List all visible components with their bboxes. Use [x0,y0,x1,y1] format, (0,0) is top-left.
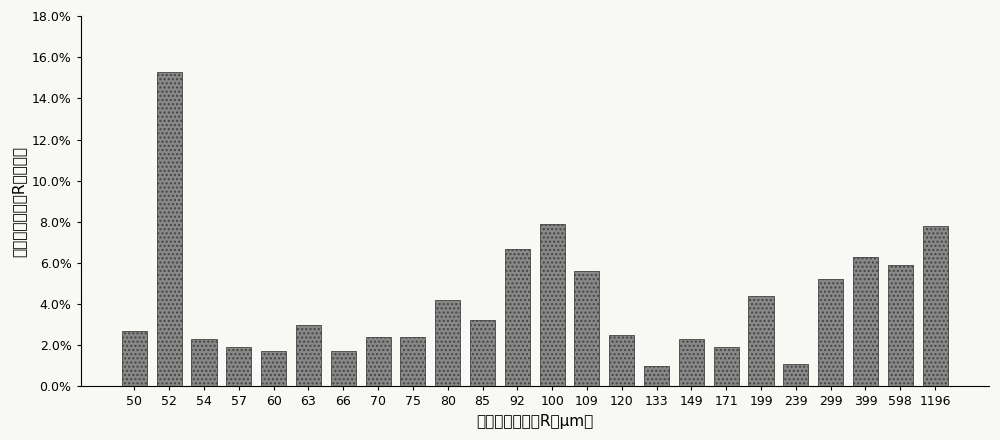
Bar [888,265,913,386]
Bar [366,337,391,386]
Bar [296,325,321,386]
Y-axis label: 对应的毛细孔径R占的比率: 对应的毛细孔径R占的比率 [11,146,26,257]
Bar [714,347,739,386]
Bar [331,352,356,386]
Bar [679,339,704,386]
X-axis label: 对应的毛细孔径R（μm）: 对应的毛细孔径R（μm） [476,414,593,429]
Bar [157,72,182,386]
Bar [261,352,286,386]
Bar [923,226,948,386]
Bar [191,339,217,386]
Bar [122,331,147,386]
Bar [783,364,808,386]
Bar [853,257,878,386]
Bar [435,300,460,386]
Bar [609,335,634,386]
Bar [505,249,530,386]
Bar [540,224,565,386]
Bar [818,279,843,386]
Bar [470,320,495,386]
Bar [226,347,251,386]
Bar [400,337,425,386]
Bar [574,271,599,386]
Bar [748,296,774,386]
Bar [644,366,669,386]
